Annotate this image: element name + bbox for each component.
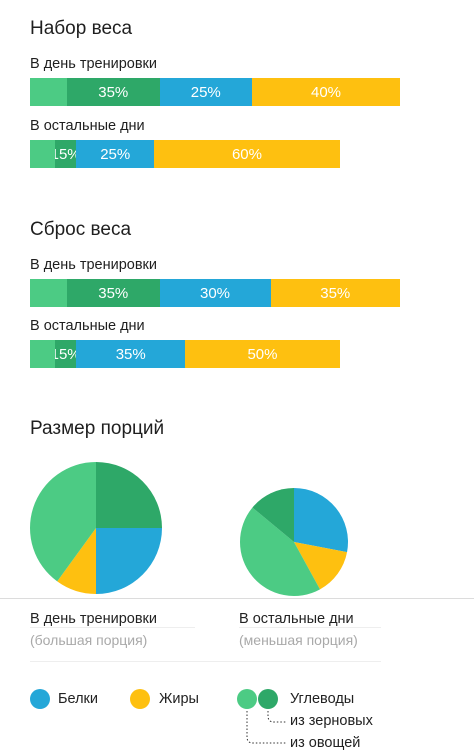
veg-slice	[30, 462, 96, 582]
grain-slice	[252, 488, 294, 542]
gain-title: Набор веса	[30, 18, 133, 39]
fat-slice	[294, 542, 348, 590]
grain-carb-segment: 35%	[67, 279, 160, 307]
protein-segment: 25%	[159, 78, 252, 106]
veg-carb-legend-dot	[237, 689, 257, 709]
gain-training-label: В день тренировки	[30, 56, 157, 72]
loss-rest-bar: 15%35%50%	[30, 340, 340, 368]
rest-caption: В остальные дни	[239, 611, 354, 627]
fat-segment: 40%	[252, 78, 400, 106]
fat-segment: 35%	[270, 279, 400, 307]
protein-slice	[294, 488, 348, 553]
gain-rest-label: В остальные дни	[30, 118, 145, 134]
fat-legend-label: Жиры	[159, 691, 199, 707]
portions-title: Размер порций	[30, 418, 165, 439]
veg-carb-segment	[30, 279, 67, 307]
protein-segment: 35%	[76, 340, 185, 368]
grain-slice	[96, 462, 162, 528]
rest-portion-pie	[239, 488, 348, 596]
protein-legend-dot	[30, 689, 50, 709]
grain-carbs-legend-label: из зерновых	[290, 713, 373, 729]
veg-carb-segment	[30, 340, 55, 368]
grain-carb-segment: 15%	[54, 140, 77, 168]
fat-segment: 60%	[153, 140, 340, 168]
veg-carbs-legend-label: из овощей	[290, 735, 361, 751]
grain-carb-segment: 35%	[67, 78, 160, 106]
loss-training-label: В день тренировки	[30, 257, 157, 273]
veg-connector-line	[246, 711, 286, 744]
grain-connector-line	[267, 711, 286, 723]
rest-caption-sub: (меньшая порция)	[239, 632, 358, 648]
fat-slice	[57, 528, 96, 594]
training-caption-rule	[30, 627, 195, 628]
carbs-legend-label: Углеводы	[290, 691, 355, 707]
training-portion-pie	[30, 462, 162, 594]
fat-segment: 50%	[184, 340, 340, 368]
training-caption-sub: (большая порция)	[30, 632, 148, 648]
veg-carb-segment	[30, 140, 55, 168]
fat-legend-dot	[130, 689, 150, 709]
captions-bottom-divider	[30, 661, 381, 662]
grain-carb-legend-dot	[258, 689, 278, 709]
loss-training-bar: 35% 30% 35%	[30, 279, 400, 307]
veg-carb-segment	[30, 78, 67, 106]
loss-rest-label: В остальные дни	[30, 318, 145, 334]
protein-legend-label: Белки	[58, 691, 99, 707]
grain-carb-segment: 15%	[54, 340, 77, 368]
portion-pies	[30, 462, 348, 596]
veg-slice	[239, 507, 321, 596]
protein-slice	[96, 528, 162, 594]
protein-segment: 30%	[159, 279, 271, 307]
training-caption: В день тренировки	[30, 611, 157, 627]
gain-training-bar: 35% 25% 40%	[30, 78, 400, 106]
gain-rest-bar: 15%25%60%	[30, 140, 340, 168]
rest-caption-rule	[239, 627, 381, 628]
captions-top-divider	[0, 598, 474, 599]
protein-segment: 25%	[76, 140, 154, 168]
loss-title: Сброс веса	[30, 219, 132, 240]
